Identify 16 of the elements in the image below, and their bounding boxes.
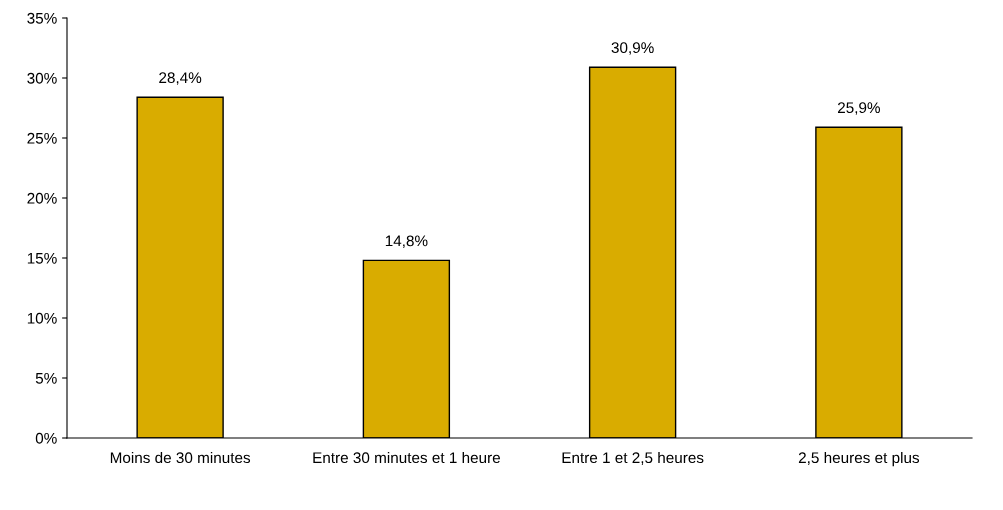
y-tick-label: 15% xyxy=(27,252,57,264)
data-label: 28,4% xyxy=(159,72,202,85)
y-tick-label: 0% xyxy=(35,432,57,444)
y-tick-label: 20% xyxy=(27,192,57,204)
x-tick-label: Moins de 30 minutes xyxy=(110,451,251,464)
data-label: 30,9% xyxy=(611,42,654,55)
x-tick-label: Entre 1 et 2,5 heures xyxy=(562,451,704,465)
y-tick-label: 10% xyxy=(27,312,57,324)
x-tick-label: Entre 30 minutes et 1 heure xyxy=(313,451,500,464)
x-tick-label: 2,5 heures et plus xyxy=(798,451,920,467)
y-tick-label: 35% xyxy=(27,12,57,24)
y-tick-label: 5% xyxy=(35,372,57,384)
data-label: 25,9% xyxy=(837,102,880,115)
y-tick-label: 25% xyxy=(27,132,57,144)
data-label: 14,8% xyxy=(385,235,428,249)
y-tick-label: 30% xyxy=(27,72,57,84)
